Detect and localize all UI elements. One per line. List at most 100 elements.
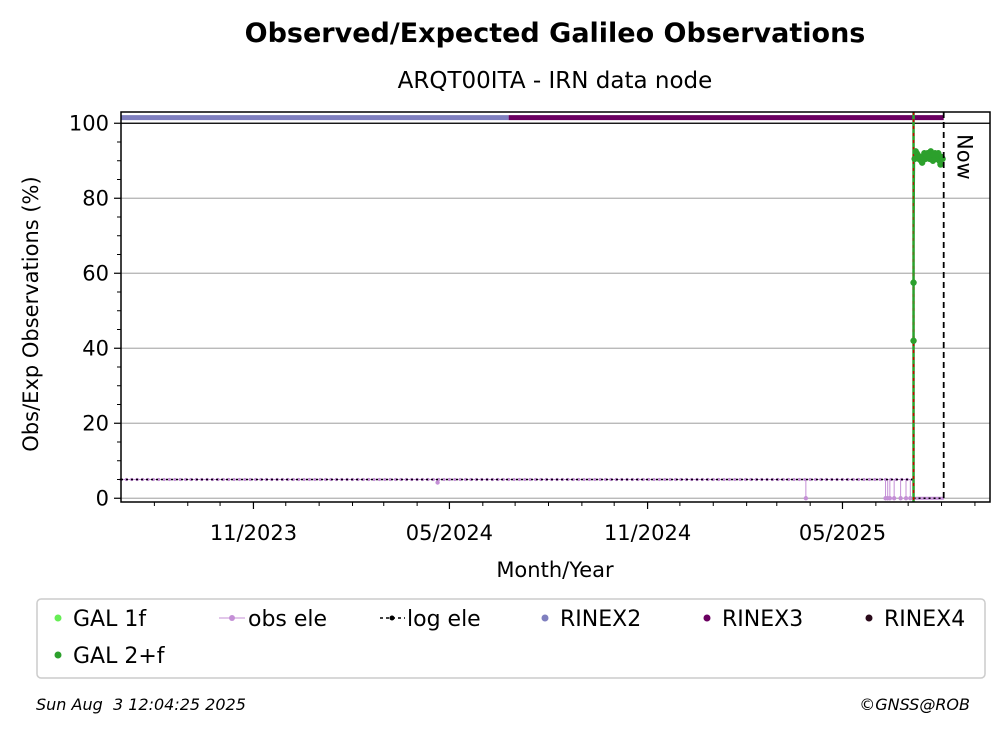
obs-ele-point bbox=[717, 477, 721, 482]
obs-ele-point bbox=[539, 477, 543, 482]
plot-frame bbox=[120, 111, 991, 503]
obs-ele-point bbox=[652, 477, 656, 482]
legend-label-rinex2: RINEX2 bbox=[560, 607, 641, 632]
y-axis: 0 20 40 60 80 100 bbox=[69, 111, 121, 510]
gal-2f-point bbox=[939, 155, 946, 163]
legend-frame bbox=[36, 598, 986, 679]
obs-ele-point bbox=[507, 477, 511, 482]
legend-item-rinex2: RINEX2 bbox=[541, 607, 641, 632]
obs-ele-point bbox=[367, 477, 371, 482]
obs-ele-point bbox=[361, 477, 365, 482]
obs-ele-dip-point bbox=[898, 496, 903, 501]
obs-ele-point bbox=[463, 477, 468, 482]
obs-ele-point bbox=[603, 477, 608, 482]
obs-ele-point bbox=[221, 477, 225, 482]
obs-ele-point bbox=[641, 477, 645, 482]
x-tick-label-0: 11/2023 bbox=[210, 521, 297, 545]
obs-ele-point bbox=[178, 477, 182, 482]
legend-item-obs-ele: obs ele bbox=[219, 607, 327, 632]
obs-ele-point bbox=[501, 477, 505, 482]
legend-marker-rinex4 bbox=[865, 614, 873, 622]
obs-ele-point bbox=[749, 477, 753, 482]
obs-ele-point bbox=[307, 477, 312, 482]
obs-ele-point bbox=[431, 477, 435, 482]
legend-label-rinex4: RINEX4 bbox=[884, 607, 965, 632]
obs-ele-point bbox=[302, 477, 306, 482]
obs-ele-point bbox=[184, 477, 188, 482]
legend-item-rinex3: RINEX3 bbox=[703, 607, 803, 632]
obs-ele-dip-point bbox=[435, 480, 440, 485]
obs-ele-point bbox=[442, 477, 446, 482]
obs-ele-point bbox=[792, 477, 796, 482]
obs-ele-point bbox=[577, 477, 581, 482]
obs-ele-point bbox=[313, 477, 317, 482]
gal-2f-line bbox=[912, 149, 944, 341]
obs-ele-point bbox=[813, 477, 818, 482]
obs-ele-point bbox=[533, 477, 538, 482]
obs-ele-point bbox=[377, 477, 382, 482]
y-tick-label-60: 60 bbox=[82, 261, 109, 285]
gal-2f-point bbox=[910, 337, 917, 344]
obs-ele-point bbox=[243, 477, 247, 482]
obs-ele-point bbox=[571, 477, 575, 482]
obs-ele-point bbox=[157, 477, 161, 482]
x-tick-label-2: 11/2024 bbox=[604, 521, 691, 545]
obs-ele-point bbox=[167, 477, 172, 482]
obs-ele-point bbox=[668, 477, 672, 482]
footer-timestamp: Sun Aug 3 12:04:25 2025 bbox=[36, 695, 246, 714]
obs-ele-point bbox=[647, 477, 651, 482]
obs-ele-point bbox=[388, 477, 392, 482]
obs-ele-point bbox=[453, 477, 457, 482]
obs-ele-point bbox=[582, 477, 586, 482]
series-log-ele bbox=[121, 478, 944, 499]
obs-ele-point bbox=[797, 477, 802, 482]
gal-2f-point bbox=[910, 279, 917, 286]
legend-label-log-ele: log ele bbox=[407, 607, 481, 632]
legend-label-obs-ele: obs ele bbox=[248, 607, 327, 632]
obs-ele-dip-point bbox=[803, 496, 809, 501]
plot-area: Now bbox=[119, 112, 990, 502]
x-axis: 11/2023 05/2024 11/2024 05/2025 bbox=[153, 502, 976, 545]
obs-ele-point bbox=[593, 477, 597, 482]
obs-ele-point bbox=[447, 477, 452, 482]
legend-label-rinex3: RINEX3 bbox=[722, 607, 803, 632]
obs-ele-point bbox=[738, 477, 742, 482]
obs-ele-point bbox=[237, 477, 242, 482]
obs-ele-point bbox=[743, 477, 748, 482]
gal-2f-point bbox=[937, 161, 944, 168]
obs-ele-point bbox=[878, 477, 882, 482]
now-label: Now bbox=[953, 134, 977, 180]
obs-ele-point bbox=[873, 477, 877, 482]
obs-ele-point bbox=[663, 477, 667, 482]
legend-marker-obs-ele bbox=[229, 615, 235, 621]
legend-marker-gal-1f bbox=[54, 614, 62, 622]
obs-ele-point bbox=[862, 477, 866, 482]
obs-ele-point bbox=[808, 477, 812, 482]
obs-ele-point bbox=[523, 477, 527, 482]
obs-ele-point bbox=[458, 477, 462, 482]
legend-marker-log-ele bbox=[389, 615, 395, 621]
obs-ele-point bbox=[598, 477, 602, 482]
obs-ele-dip-point bbox=[908, 496, 913, 501]
obs-ele-point bbox=[383, 477, 387, 482]
y-tick-label-20: 20 bbox=[82, 411, 109, 435]
obs-ele-dip-point bbox=[891, 496, 897, 501]
obs-ele-point bbox=[259, 477, 263, 482]
obs-ele-point bbox=[733, 477, 737, 482]
legend-marker-rinex2 bbox=[541, 614, 549, 622]
obs-ele-point bbox=[867, 477, 871, 482]
legend-label-gal-1f: GAL 1f bbox=[73, 607, 147, 632]
obs-ele-point bbox=[248, 477, 252, 482]
obs-ele-point bbox=[232, 477, 236, 482]
obs-ele-point bbox=[399, 477, 403, 482]
obs-ele-dip-point bbox=[887, 496, 893, 501]
y-tick-label-100: 100 bbox=[69, 111, 109, 135]
obs-ele-point bbox=[162, 477, 166, 482]
y-tick-label-40: 40 bbox=[82, 336, 109, 360]
obs-ele-point bbox=[469, 477, 473, 482]
x-axis-label: Month/Year bbox=[496, 558, 614, 582]
legend-item-gal-2f: GAL 2+f bbox=[54, 644, 166, 669]
legend-marker-rinex3 bbox=[703, 614, 711, 622]
obs-ele-point bbox=[787, 477, 791, 482]
grid-lines bbox=[121, 122, 990, 499]
